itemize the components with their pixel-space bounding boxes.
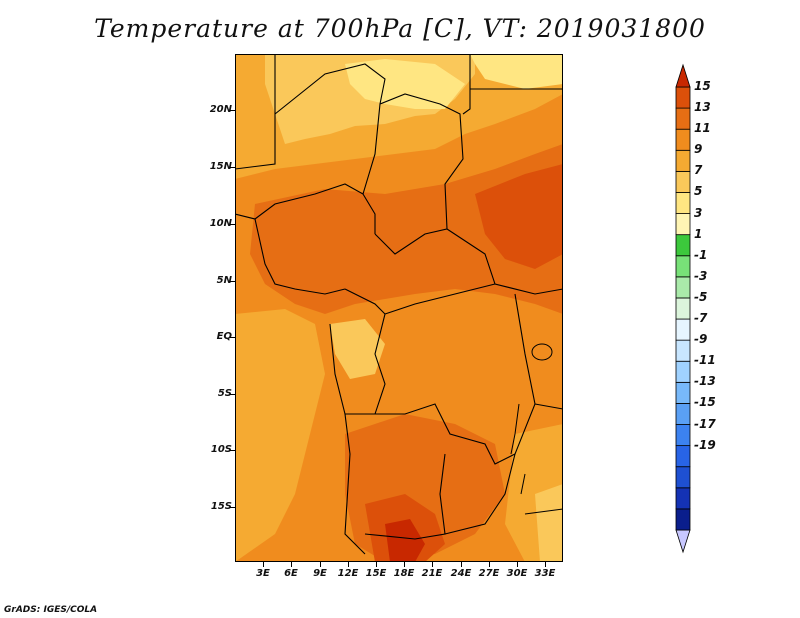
- colorbar-label: 11: [694, 121, 711, 136]
- colorbar-label: -11: [694, 353, 716, 368]
- country-borders: [235, 54, 563, 555]
- zone-east-hot: [475, 164, 563, 269]
- lat-tick: [230, 450, 235, 451]
- colorbar-label: -5: [694, 289, 708, 304]
- colorbar-cell: [675, 424, 691, 447]
- lat-label-5s: 5S: [217, 388, 232, 399]
- lat-tick: [230, 337, 235, 338]
- colorbar-cell: [675, 149, 691, 172]
- lon-tick: [489, 562, 490, 567]
- colorbar-cell: [675, 107, 691, 130]
- colorbar-cell: [675, 445, 691, 468]
- colorbar-cell: [675, 86, 691, 109]
- colorbar-cell: [675, 318, 691, 341]
- colorbar-label: -1: [694, 247, 708, 262]
- colorbar-cell: [675, 297, 691, 320]
- colorbar-cell: [675, 213, 691, 236]
- lat-label-10s: 10S: [210, 444, 232, 455]
- colorbar-cell: [675, 381, 691, 404]
- lon-tick: [348, 562, 349, 567]
- temperature-map: [235, 54, 563, 562]
- lon-label-18e: 18E: [393, 568, 415, 579]
- colorbar-label: -17: [694, 416, 716, 431]
- lon-tick: [320, 562, 321, 567]
- lon-label-30e: 30E: [506, 568, 528, 579]
- colorbar-label: -13: [694, 374, 716, 389]
- zone-south-hottest: [385, 519, 425, 562]
- lat-label-15n: 15N: [209, 161, 232, 172]
- lon-label-21e: 21E: [421, 568, 443, 579]
- lat-tick: [230, 224, 235, 225]
- lat-tick: [230, 110, 235, 111]
- zone-gabon-light: [330, 319, 385, 379]
- colorbar-cell: [675, 276, 691, 299]
- lon-tick: [461, 562, 462, 567]
- colorbar-cell: [675, 234, 691, 257]
- lon-label-6e: 6E: [284, 568, 298, 579]
- lon-label-9e: 9E: [313, 568, 327, 579]
- lat-label-eq: EQ: [216, 331, 232, 342]
- colorbar-cell: [675, 170, 691, 193]
- colorbar-cell: [675, 192, 691, 214]
- lon-tick: [517, 562, 518, 567]
- colorbar-cell: [675, 339, 691, 362]
- lat-tick: [230, 167, 235, 168]
- zone-southeast-lighter: [535, 484, 563, 562]
- map-canvas: [235, 54, 563, 562]
- lat-label-20n: 20N: [209, 104, 232, 115]
- lon-tick: [291, 562, 292, 567]
- lon-label-33e: 33E: [534, 568, 556, 579]
- zone-central-warm: [250, 144, 563, 314]
- lon-tick: [376, 562, 377, 567]
- lon-label-24e: 24E: [450, 568, 472, 579]
- lat-label-15s: 15S: [210, 501, 232, 512]
- lon-label-3e: 3E: [256, 568, 270, 579]
- colorbar-cell: [675, 360, 691, 383]
- colorbar-label: -15: [694, 395, 716, 410]
- colorbar-label: 3: [694, 205, 703, 220]
- colorbar-label: 1: [694, 226, 703, 241]
- colorbar-cell: [675, 255, 691, 278]
- zone-northeast-light: [470, 54, 563, 89]
- lon-label-12e: 12E: [337, 568, 359, 579]
- lon-tick: [545, 562, 546, 567]
- lat-label-10n: 10N: [209, 218, 232, 229]
- colorbar-label: 13: [694, 100, 711, 115]
- lat-label-5n: 5N: [216, 275, 232, 286]
- colorbar-cell: [675, 466, 691, 489]
- colorbar-label: 9: [694, 142, 703, 157]
- lon-tick: [432, 562, 433, 567]
- colorbar-arrow-low: [675, 529, 691, 554]
- colorbar-label: 5: [694, 184, 703, 199]
- colorbar-arrow-high: [675, 63, 691, 88]
- colorbar-label: -7: [694, 311, 708, 326]
- lat-tick: [230, 394, 235, 395]
- colorbar-label: -9: [694, 332, 708, 347]
- colorbar-label: -3: [694, 268, 708, 283]
- lon-tick: [404, 562, 405, 567]
- colorbar-cell: [675, 403, 691, 425]
- lon-label-27e: 27E: [478, 568, 500, 579]
- lat-tick: [230, 281, 235, 282]
- chart-title: Temperature at 700hPa [C], VT: 201903180…: [94, 14, 706, 43]
- lon-tick: [263, 562, 264, 567]
- colorbar-cells: [675, 63, 691, 554]
- colorbar-cell: [675, 128, 691, 151]
- lakes: [510, 343, 553, 495]
- colorbar-label: 7: [694, 163, 703, 178]
- grads-credit: GrADS: IGES/COLA: [4, 605, 98, 615]
- colorbar-label: 15: [694, 79, 711, 93]
- colorbar-label: -19: [694, 437, 716, 452]
- colorbar-cell: [675, 508, 691, 531]
- map-border: [235, 54, 563, 562]
- lon-label-15e: 15E: [365, 568, 387, 579]
- zone-west-coast: [235, 309, 325, 562]
- colorbar-cell: [675, 487, 691, 510]
- lat-tick: [230, 507, 235, 508]
